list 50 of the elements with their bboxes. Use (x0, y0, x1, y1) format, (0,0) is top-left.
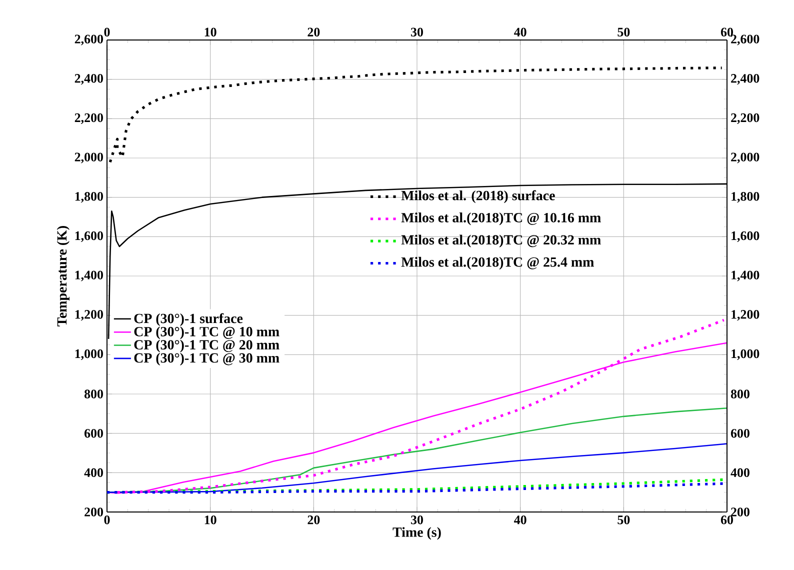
y2-tick-label: 2,000 (731, 152, 760, 164)
y2-tick-label: 2,600 (731, 34, 760, 46)
y-tick-label: 200 (84, 508, 103, 516)
y2-tick-label: 200 (731, 508, 750, 516)
legend-label: CP (30°)-1 TC @ 30 mm (134, 352, 280, 366)
y-tick-label: 1,600 (75, 231, 103, 242)
y-tick-label: 2,000 (74, 152, 103, 164)
y-tick-label: 800 (84, 390, 103, 398)
y2-tick-label: 1,200 (732, 310, 760, 321)
legend-label: Milos et al.(2018)TC @ 10.16 mm (401, 212, 601, 226)
x-tick-label: 40 (514, 28, 526, 36)
legend-label: CP (30°)-1 surface (134, 313, 243, 326)
legend-label: Milos et al.(2018)TC @ 20.32 mm (401, 234, 601, 248)
y2-tick-label: 2,400 (731, 74, 760, 85)
x2-tick-label: 0 (104, 516, 110, 524)
y2-tick-label: 600 (730, 428, 750, 438)
y-axis-title: Temperature (K) (56, 226, 70, 326)
legend-label: CP (30°)-1 TC @ 10 mm (134, 326, 280, 340)
y-tick-label: 2,400 (74, 74, 103, 85)
x2-tick-label: 40 (514, 516, 526, 524)
legend-label: Milos et al.(2018)TC @ 25.4 mm (401, 256, 594, 270)
y-tick-label: 400 (84, 468, 103, 478)
y2-tick-label: 400 (730, 468, 750, 478)
y-tick-label: 2,600 (74, 34, 103, 46)
y2-tick-label: 800 (730, 390, 750, 398)
x-tick-label: 30 (411, 28, 423, 36)
y2-tick-label: 1,400 (732, 270, 760, 282)
y2-tick-label: 1,000 (732, 349, 760, 360)
y-tick-label: 2,200 (74, 113, 103, 124)
legend-label: CP (30°)-1 TC @ 20 mm (134, 340, 280, 352)
x2-tick-label: 30 (411, 516, 423, 524)
x2-tick-label: 50 (618, 516, 630, 524)
x-tick-label: 60 (720, 28, 733, 36)
x-tick-label: 20 (308, 28, 320, 36)
x-tick-label: 10 (204, 28, 216, 36)
y-tick-label: 1,000 (75, 349, 103, 360)
x-axis-title: Time (s) (392, 527, 441, 540)
y-tick-label: 1,200 (75, 310, 103, 321)
y2-tick-label: 1,800 (732, 192, 760, 203)
y2-tick-label: 1,600 (732, 231, 760, 242)
y2-tick-label: 2,200 (731, 113, 760, 124)
x2-tick-label: 10 (204, 516, 216, 524)
y-tick-label: 600 (84, 428, 103, 438)
x2-tick-label: 60 (720, 516, 733, 524)
y-tick-label: 1,400 (75, 270, 103, 282)
legend-label: Milos et al. (2018) surface (401, 190, 555, 204)
y-tick-label: 1,800 (75, 192, 103, 203)
x-tick-label: 50 (618, 28, 630, 36)
x2-tick-label: 20 (308, 516, 320, 524)
x-tick-label: 0 (104, 28, 110, 36)
